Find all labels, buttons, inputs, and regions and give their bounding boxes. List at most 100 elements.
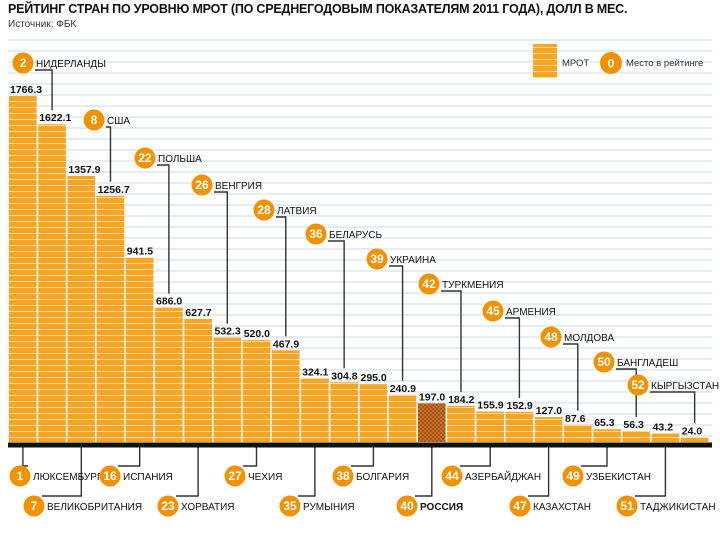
rank-badge (279, 495, 301, 517)
bar-сша (96, 195, 125, 442)
rank-badge (441, 465, 463, 487)
value-label: 43.2 (653, 422, 674, 434)
rank-badge (99, 465, 121, 487)
rank-number: 38 (336, 469, 350, 483)
country-label: ТАДЖИКИСТАН (640, 502, 716, 513)
legend-rank-label: Место в рейтинге (626, 58, 703, 69)
bar-великобритания (67, 176, 96, 442)
value-label: 65.3 (594, 417, 615, 429)
value-label: 532.3 (215, 326, 241, 338)
leader-line (389, 265, 404, 381)
value-label: 87.6 (565, 413, 586, 425)
bar-чехия (242, 340, 271, 442)
leader-line (243, 447, 258, 467)
value-label: 304.8 (331, 370, 357, 382)
leader-line (106, 126, 112, 182)
leader-line (42, 447, 83, 497)
leader-line (581, 447, 608, 467)
rank-number: 7 (31, 499, 38, 513)
bar-болгария (359, 384, 388, 442)
country-labels: 1766.3 1 ЛЮКСЕМБУРГ 1622.1 2 НИДЕРЛАНДЫ 1357.9… (9, 52, 719, 517)
country-label: АЗЕРБАЙДЖАН (465, 470, 541, 483)
bar-бангладеш (622, 431, 651, 442)
bar-молдова (564, 424, 592, 442)
legend-mrot-label: МРОТ (562, 58, 589, 69)
rank-badge (253, 199, 275, 221)
value-label: 941.5 (127, 246, 153, 258)
bar-венгрия (213, 337, 242, 442)
value-label: 127.0 (536, 405, 562, 417)
value-label: 686.0 (156, 296, 182, 308)
bar-украина (388, 394, 417, 442)
rank-badge (509, 495, 531, 517)
rank-badge (396, 495, 418, 517)
rank-number: 48 (544, 330, 558, 344)
rank-number: 1 (17, 469, 24, 483)
chart-source: Источник: ФБК (8, 19, 77, 30)
leader-line (214, 191, 229, 324)
country-label: КЫРГЫЗСТАН (651, 381, 719, 392)
value-label: 1256.7 (98, 184, 130, 196)
leader-line (650, 391, 696, 424)
rank-number: 47 (513, 499, 527, 513)
chart-legend: МРОТ 0 Место в рейтинге (533, 44, 703, 78)
leader-line (118, 447, 141, 467)
value-label: 152.9 (507, 400, 533, 412)
leader-line (276, 216, 287, 337)
rank-badge (332, 465, 354, 487)
chart-title: РЕЙТИНГ СТРАН ПО УРОВНЮ МРОТ (ПО СРЕДНЕГ… (8, 2, 628, 16)
country-label: МОЛДОВА (564, 333, 614, 344)
value-label: 1622.1 (39, 112, 71, 124)
value-label: 467.9 (273, 338, 299, 350)
rank-number: 45 (486, 304, 500, 318)
leader-line (176, 447, 199, 497)
country-label: ЧЕХИЯ (248, 472, 282, 483)
legend-rank-badge (600, 52, 622, 74)
rank-number: 52 (631, 378, 645, 392)
rank-number: 40 (400, 499, 414, 513)
rank-badge (593, 351, 615, 373)
country-label: БОЛГАРИЯ (356, 472, 409, 483)
value-label: 627.7 (185, 307, 211, 319)
value-label: 56.3 (623, 419, 644, 431)
bars (9, 96, 709, 442)
rank-badge (305, 223, 327, 245)
leader-line (328, 240, 345, 369)
bar-казахстан (534, 417, 563, 442)
bar-нидерланды (38, 124, 66, 442)
legend-mrot-swatch (533, 44, 557, 78)
rank-badge (627, 374, 649, 396)
country-label: РУМЫНИЯ (303, 502, 355, 513)
rank-badge (12, 52, 34, 74)
bar-люксембург (9, 96, 37, 442)
rank-number: 42 (422, 277, 436, 291)
bar-кыргызстан (680, 437, 709, 442)
country-label: ЛАТВИЯ (277, 206, 317, 217)
rank-badge (482, 300, 504, 322)
bar-румыния (301, 378, 329, 442)
country-label: БЕЛАРУСЬ (329, 230, 382, 241)
country-label: ТУРКМЕНИЯ (442, 280, 504, 291)
rank-number: 51 (620, 499, 634, 513)
bar-испания (125, 257, 154, 442)
country-label: УКРАИНА (390, 255, 436, 266)
bar-туркмения (447, 405, 475, 442)
leader-line (35, 69, 53, 111)
country-label: ВЕЛИКОБРИТАНИЯ (47, 502, 142, 513)
leader-line (505, 317, 521, 398)
rank-number: 44 (445, 469, 459, 483)
country-label: ЛЮКСЕМБУРГ (33, 472, 103, 483)
rank-number: 22 (138, 151, 152, 165)
value-label: 520.0 (244, 328, 270, 340)
country-label: США (107, 116, 130, 127)
rank-badge (366, 248, 388, 270)
value-label: 1766.3 (10, 84, 42, 96)
leader-line (415, 447, 433, 497)
rank-badge (616, 495, 638, 517)
rank-number: 39 (370, 252, 384, 266)
country-label: УЗБЕКИСТАН (586, 472, 651, 483)
rank-badge (9, 465, 31, 487)
rank-badge (23, 495, 45, 517)
rank-number: 35 (283, 499, 297, 513)
rank-badge (224, 465, 246, 487)
